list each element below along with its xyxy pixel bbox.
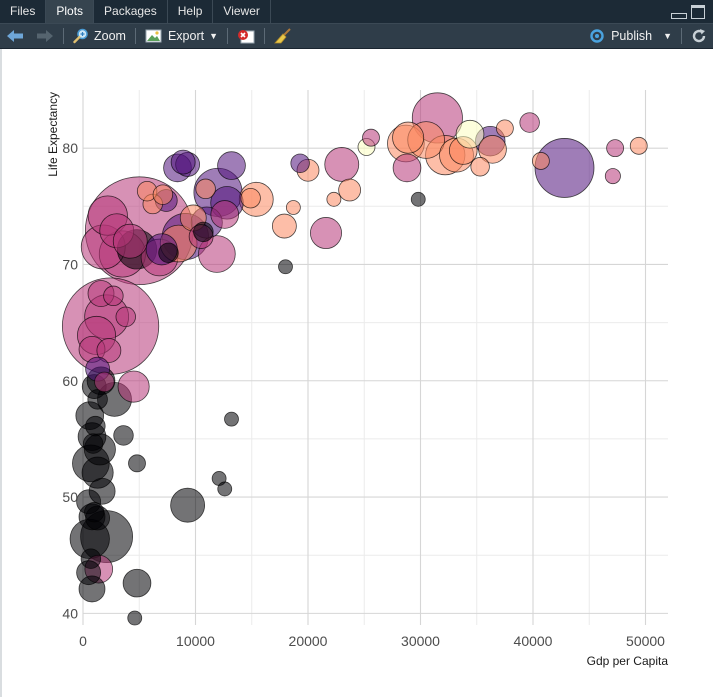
data-point [80,548,102,569]
data-point [170,149,196,175]
x-tick-label: 10000 [176,633,215,649]
data-point [128,454,146,473]
data-point [115,306,136,327]
forward-button[interactable] [30,26,60,46]
window-controls [671,0,713,23]
minimize-pane-icon[interactable] [671,12,687,19]
zoom-button[interactable]: Zoom [67,26,132,46]
export-chevron-down-icon: ▼ [209,31,219,41]
data-point [85,415,106,437]
refresh-icon [692,29,706,43]
scatter-chart: 0 10000 20000 30000 40000 50000 40 50 60 70 80 Gdp … [46,90,669,668]
broom-icon [274,28,291,44]
data-point [534,138,595,198]
x-tick-label: 0 [79,633,87,649]
plot-viewer: 0 10000 20000 30000 40000 50000 40 50 60 70 80 Gdp … [0,49,713,697]
refresh-button[interactable] [685,26,713,46]
data-point [324,147,360,182]
data-point [392,121,425,154]
data-point [87,389,108,410]
data-point [470,157,490,177]
maximize-pane-icon[interactable] [691,4,705,19]
plots-toolbar: Zoom Export ▼ Publish ▼ [0,24,713,49]
publish-label: Publish [611,29,653,43]
publish-icon [590,29,604,43]
data-point [478,135,507,164]
data-point [127,610,143,626]
data-point [170,487,206,523]
data-point [362,128,380,147]
publish-button[interactable]: Publish ▼ [582,26,678,46]
y-tick-label: 40 [62,605,78,621]
data-point [224,411,239,427]
data-point [122,568,152,598]
x-tick-label: 40000 [514,633,553,649]
data-point [113,425,134,446]
data-point [326,191,342,207]
data-point [84,501,105,523]
data-point [210,200,240,229]
tab-files[interactable]: Files [0,0,47,23]
data-point [217,151,246,180]
data-point [158,242,179,264]
data-point [495,119,514,138]
y-tick-label: 70 [62,256,78,272]
data-point [519,112,540,133]
right-arrow-icon [37,30,53,42]
remove-plot-button[interactable] [231,26,261,46]
export-label: Export [167,29,205,43]
y-tick-label: 60 [62,373,78,389]
pane-tab-bar: Files Plots Packages Help Viewer [0,0,713,24]
data-point [338,178,362,202]
zoom-label: Zoom [94,29,126,43]
remove-plot-icon [238,29,255,43]
data-point [309,217,342,250]
tab-packages[interactable]: Packages [94,0,168,23]
data-point [152,184,174,205]
data-point [117,370,150,403]
x-axis-title: Gdp per Capita [587,654,669,668]
data-point [285,200,301,215]
data-point [217,481,233,497]
tab-help[interactable]: Help [168,0,214,23]
data-point [392,153,422,183]
data-point [103,285,124,307]
data-point [240,187,261,209]
image-export-icon [145,29,162,43]
data-point [290,153,310,173]
data-point [606,139,625,158]
data-point [604,168,621,185]
tab-viewer[interactable]: Viewer [213,0,271,23]
clear-all-plots-button[interactable] [268,26,298,46]
data-point [271,213,297,239]
data-point [94,371,115,393]
y-tick-label: 80 [62,140,78,156]
x-tick-label: 20000 [289,633,328,649]
x-tick-label: 30000 [401,633,440,649]
data-point [629,136,648,155]
back-button[interactable] [0,26,30,46]
data-point [112,223,148,259]
data-point [410,191,426,207]
y-axis-title: Life Expectancy [46,92,60,177]
export-button[interactable]: Export ▼ [139,26,224,46]
data-point [278,259,293,275]
data-point [195,178,216,200]
x-tick-label: 50000 [626,633,665,649]
data-point [96,338,122,363]
data-point [531,152,550,170]
y-tick-label: 50 [62,489,78,505]
data-point [455,119,485,149]
tab-plots[interactable]: Plots [46,0,95,23]
data-point [193,221,214,243]
publish-chevron-down-icon: ▼ [663,31,672,41]
magnifier-icon [73,28,88,44]
data-point [82,433,104,454]
left-arrow-icon [7,30,23,42]
